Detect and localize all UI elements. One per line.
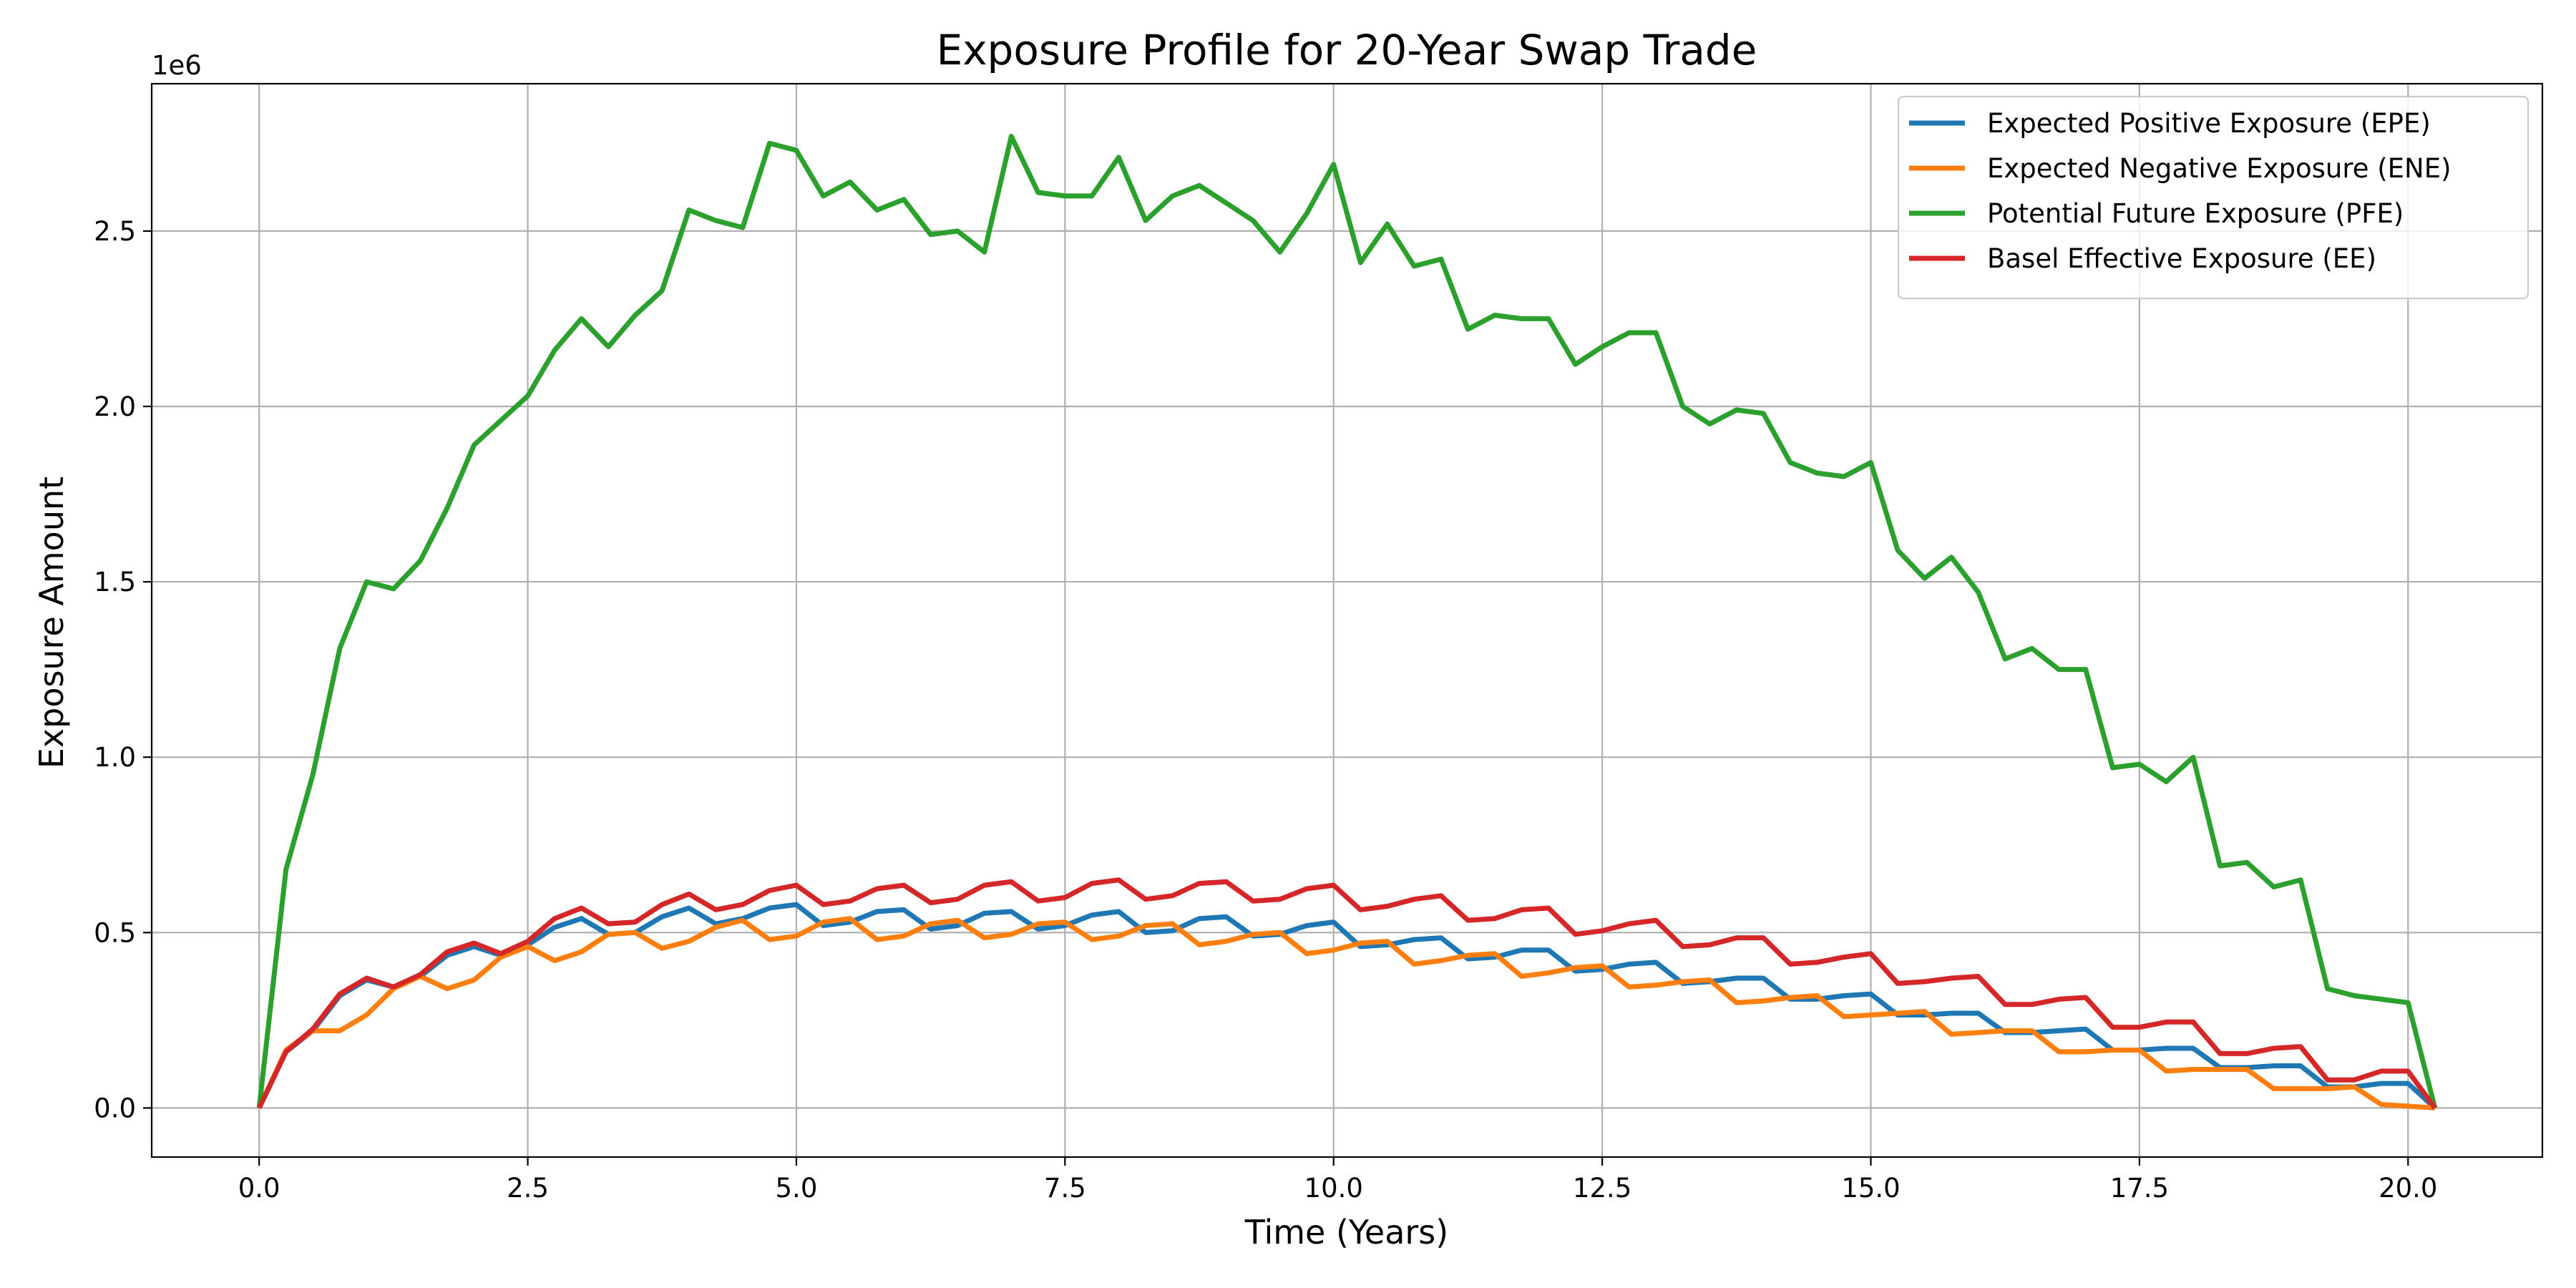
x-axis-ticks: 0.0 2.5 5.0 7.5 10.0 12.5 15.0 17.5 20.0 — [238, 1157, 2437, 1204]
series-lines — [256, 134, 2438, 1111]
chart-title: Exposure Profile for 20-Year Swap Trade — [937, 26, 1757, 74]
series-line-ee — [257, 877, 2437, 1110]
y-tick-label: 0.0 — [94, 1093, 136, 1123]
y-tick-label: 1.5 — [94, 567, 136, 597]
x-tick-label: 20.0 — [2379, 1173, 2437, 1204]
x-tick-label: 15.0 — [1841, 1173, 1900, 1204]
y-tick-label: 2.0 — [94, 391, 136, 422]
series-line-ene — [257, 916, 2436, 1111]
x-tick-label: 17.5 — [2110, 1173, 2169, 1204]
legend-box — [1897, 95, 2529, 300]
legend-label-epe: Expected Positive Exposure (EPE) — [1987, 108, 2431, 139]
y-offset-label: 1e6 — [152, 50, 202, 81]
x-tick-label: 0.0 — [238, 1173, 280, 1204]
y-axis-label: Exposure Amount — [32, 477, 71, 769]
axes-frame — [150, 82, 2544, 1158]
x-tick-label: 5.0 — [776, 1173, 818, 1204]
x-tick-label: 12.5 — [1573, 1173, 1631, 1204]
y-tick-label: 0.5 — [94, 917, 136, 948]
x-tick-label: 2.5 — [507, 1173, 549, 1204]
x-tick-label: 7.5 — [1044, 1173, 1086, 1204]
x-tick-label: 10.0 — [1304, 1173, 1363, 1204]
legend-label-pfe: Potential Future Exposure (PFE) — [1987, 198, 2404, 229]
legend-label-ene: Expected Negative Exposure (ENE) — [1987, 153, 2451, 184]
y-tick-label: 2.5 — [94, 216, 136, 247]
y-axis-ticks: 0.0 0.5 1.0 1.5 2.0 2.5 — [94, 216, 152, 1123]
y-tick-label: 1.0 — [94, 742, 136, 773]
x-axis-label: Time (Years) — [1244, 1213, 1448, 1252]
legend: Expected Positive Exposure (EPE) Expected… — [1897, 95, 2529, 300]
legend-label-ee: Basel Effective Exposure (EE) — [1987, 243, 2376, 274]
series-line-pfe — [256, 134, 2438, 1109]
